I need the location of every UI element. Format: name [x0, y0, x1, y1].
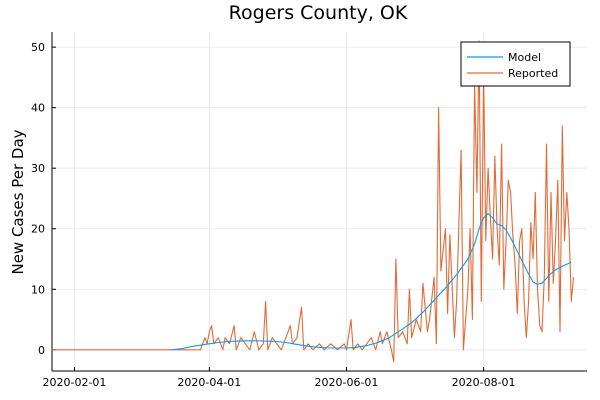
legend-label-reported: Reported	[508, 67, 558, 80]
tick-labels: 0 10 20 30 40 50 2020-02-01 2020-04-01 2020-06-0…	[31, 41, 516, 389]
x-tick-label: 2020-08-01	[452, 376, 516, 389]
y-axis-label: New Cases Per Day	[9, 129, 27, 274]
x-tick-label: 2020-02-01	[43, 376, 107, 389]
series-lines	[52, 40, 575, 363]
legend-box	[460, 41, 571, 87]
y-tick-label: 40	[31, 102, 45, 115]
series-line-model	[171, 213, 572, 351]
x-tick-label: 2020-04-01	[177, 376, 241, 389]
y-tick-label: 50	[31, 41, 45, 54]
y-tick-label: 10	[31, 283, 45, 296]
x-tick-label: 2020-06-01	[315, 376, 379, 389]
chart-title: Rogers County, OK	[229, 2, 408, 24]
axes	[51, 32, 587, 372]
series-line-reported	[52, 40, 575, 363]
y-tick-label: 20	[31, 223, 45, 236]
y-tick-label: 0	[38, 344, 45, 357]
legend: Model Reported	[460, 41, 571, 87]
legend-label-model: Model	[508, 51, 541, 64]
y-tick-label: 30	[31, 162, 45, 175]
grid	[52, 32, 587, 371]
